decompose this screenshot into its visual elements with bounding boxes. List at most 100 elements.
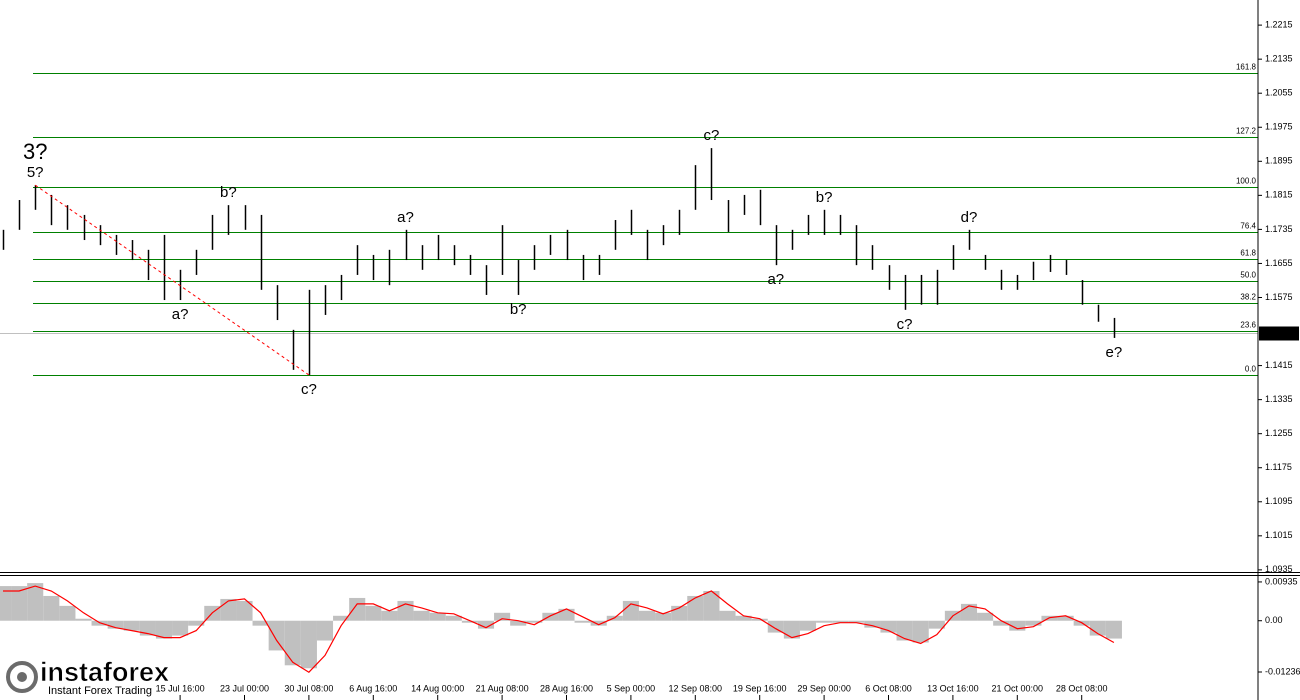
x-tick-label: 21 Oct 00:00 (992, 683, 1044, 693)
x-tick-label: 6 Oct 08:00 (865, 683, 912, 693)
price-bars (2, 148, 1116, 376)
macd-histogram (139, 620, 156, 636)
macd-signal (3, 585, 1115, 673)
macd-histogram (220, 598, 237, 621)
fib-label: 161.8 (1236, 63, 1257, 72)
macd-histogram (977, 612, 994, 621)
macd-histogram (993, 620, 1010, 626)
macd-histogram (526, 620, 543, 623)
watermark: instaforex Instant Forex Trading (6, 657, 169, 697)
macd-histogram (107, 620, 124, 629)
macd-histogram (268, 620, 285, 651)
macd-histogram (1089, 620, 1106, 636)
macd-histogram (703, 591, 720, 621)
y-tick-label: 1.1415 (1265, 360, 1293, 370)
macd-histogram (236, 600, 253, 621)
macd-histogram (1025, 620, 1042, 626)
wave-label: b? (510, 301, 527, 318)
x-tick-label: 14 Aug 00:00 (411, 683, 464, 693)
macd-histogram (687, 595, 704, 621)
y-tick-label: 1.1015 (1265, 530, 1293, 540)
x-tick-label: 19 Sep 16:00 (733, 683, 787, 693)
macd-histogram (155, 620, 173, 639)
y-tick-label: 1.2215 (1265, 19, 1293, 29)
x-tick-label: 29 Sep 00:00 (797, 683, 851, 693)
macd-histogram (832, 620, 849, 623)
macd-histogram (510, 620, 527, 626)
fib-label: 76.4 (1240, 222, 1256, 231)
fib-label: 23.6 (1240, 321, 1256, 330)
brand: instaforex (40, 657, 169, 687)
y-tick-label: 1.1895 (1265, 156, 1293, 166)
macd-pane (0, 583, 1122, 673)
macd-histogram (349, 597, 366, 621)
macd-histogram (429, 612, 446, 621)
x-tick-label: 6 Aug 16:00 (349, 683, 397, 693)
macd-histogram (123, 620, 140, 631)
annotations: 5? a? b? c? a? b? c? a? b? c? d? e? 3? (23, 127, 1122, 398)
y-tick-label: 1.1975 (1265, 122, 1293, 132)
macd-histogram (75, 618, 92, 621)
macd-histogram (333, 615, 350, 621)
logo (6, 661, 38, 693)
x-tick-label: 28 Aug 16:00 (540, 683, 593, 693)
x-tick-label: 30 Jul 08:00 (284, 683, 333, 693)
macd-histogram (188, 620, 205, 626)
macd-histogram (574, 620, 591, 623)
macd-histogram (1057, 615, 1074, 621)
macd-histogram (799, 620, 817, 631)
y-tick-label: 1.1735 (1265, 224, 1293, 234)
wave-label: b? (816, 189, 833, 206)
x-tick-label: 13 Oct 16:00 (927, 683, 979, 693)
macd-histogram (719, 610, 736, 621)
trendline (34, 184, 310, 376)
wave-label: c? (301, 381, 317, 398)
wave-label: a? (767, 271, 784, 288)
wave-label: c? (703, 127, 719, 144)
macd-histogram (381, 610, 398, 621)
macd-histogram (365, 605, 382, 621)
y-tick-label: 1.2135 (1265, 54, 1293, 64)
degree-label: 3? (23, 139, 47, 164)
x-tick-label: 12 Sep 08:00 (669, 683, 723, 693)
macd-histogram (542, 612, 559, 621)
macd-histogram (445, 615, 462, 621)
macd-histogram (284, 620, 301, 666)
y-tick-label: 1.1575 (1265, 292, 1293, 302)
macd-histogram (59, 605, 76, 621)
y-tick-label: 1.1655 (1265, 258, 1293, 268)
wave-label: e? (1106, 344, 1123, 361)
x-tick-label: 28 Oct 08:00 (1056, 683, 1108, 693)
x-tick-label: 21 Aug 08:00 (476, 683, 529, 693)
macd-histogram (252, 620, 269, 626)
macd-histogram (43, 595, 60, 621)
x-tick-label: 5 Sep 00:00 (607, 683, 656, 693)
current-price-box (1259, 326, 1299, 341)
y-tick-label: 1.1175 (1265, 462, 1292, 472)
macd-histogram (880, 620, 897, 633)
fib-label: 38.2 (1240, 293, 1256, 302)
macd-histogram (0, 586, 12, 621)
macd-histogram (848, 620, 865, 623)
wave-label: a? (397, 209, 414, 226)
current-price-label: 1.1491 (1264, 328, 1292, 338)
macd-histogram (622, 600, 639, 621)
macd-histogram (494, 612, 511, 621)
macd-histogram (558, 608, 575, 621)
macd-histogram (477, 620, 495, 629)
x-tick-label: 15 Jul 16:00 (156, 683, 205, 693)
macd-histogram (638, 610, 656, 621)
macd-histogram (590, 620, 607, 626)
wave-label: a? (172, 306, 189, 323)
macd-histogram (300, 620, 317, 669)
axes: 1.2215 1.2135 1.2055 1.1975 1.1895 1.1815 1.17… (156, 19, 1300, 700)
wave-label: d? (961, 209, 978, 226)
fib-label: 127.2 (1236, 127, 1257, 136)
macd-histogram (912, 620, 929, 643)
macd-histogram (316, 620, 334, 641)
macd-histogram (816, 620, 833, 623)
wave-label: b? (220, 184, 237, 201)
y-tick-label: 1.1335 (1265, 394, 1293, 404)
